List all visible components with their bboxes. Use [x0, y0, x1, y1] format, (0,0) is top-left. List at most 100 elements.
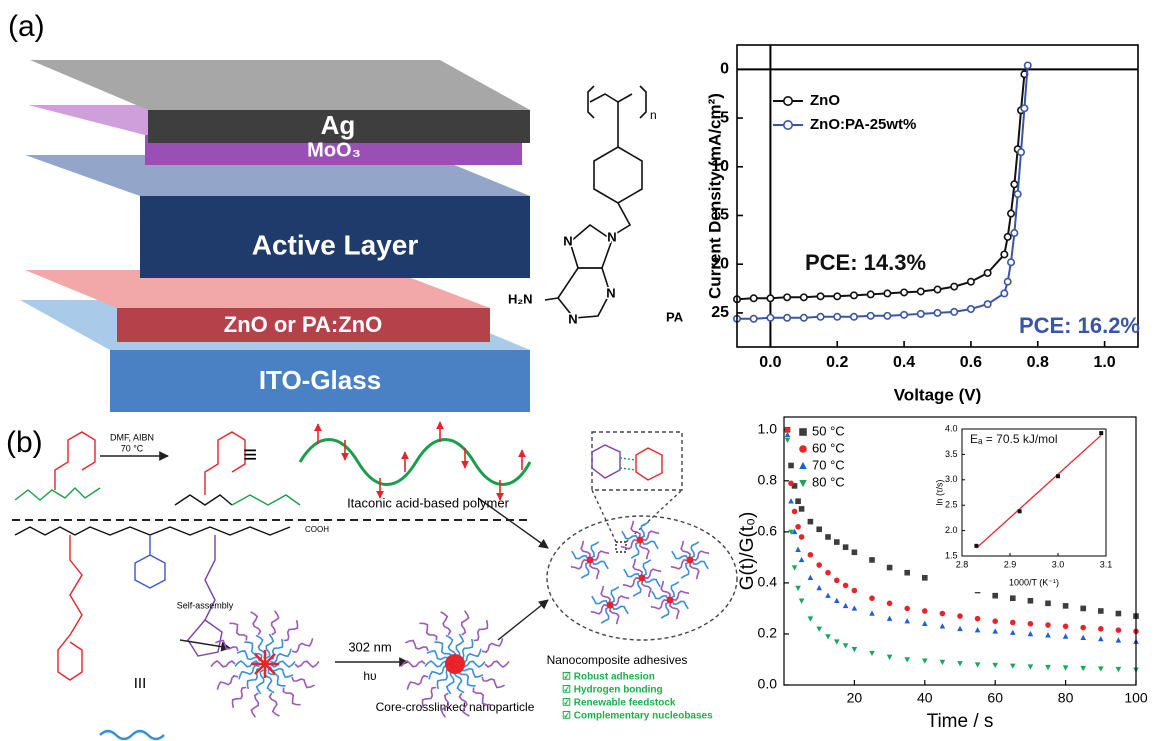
x-tick-label: 2.8	[956, 559, 969, 569]
x-tick-label: 3.1	[1100, 559, 1113, 569]
y-tick-label: 0.6	[758, 523, 778, 539]
data-marker	[842, 544, 849, 550]
arrow	[497, 599, 549, 641]
polymer-arm	[282, 687, 301, 706]
data-marker	[833, 292, 842, 301]
data-marker	[816, 526, 822, 533]
data-marker	[957, 661, 963, 667]
data-marker	[834, 639, 840, 645]
molecule-label: PA	[666, 309, 684, 324]
data-marker	[825, 592, 831, 598]
polymer-chain	[298, 438, 532, 486]
data-marker	[869, 610, 875, 616]
legend-label: ZnO:PA-25wt%	[810, 116, 916, 133]
network-core	[586, 556, 594, 564]
scheme-label: COOH	[305, 525, 329, 534]
data-marker	[950, 307, 959, 316]
data-marker	[922, 608, 928, 614]
polymer-arm	[600, 585, 612, 604]
x-tick-label: 0.0	[759, 354, 781, 371]
data-marker	[916, 287, 925, 296]
polymer-arm	[671, 550, 689, 560]
feature-label: ☑ Hydrogen bonding	[562, 685, 663, 696]
base-pair	[635, 447, 663, 481]
polymer-arm	[691, 550, 710, 562]
ag-front	[148, 110, 530, 143]
data-marker	[886, 654, 893, 661]
data-marker	[933, 308, 942, 317]
data-marker	[886, 615, 893, 621]
monomer	[14, 487, 101, 501]
data-marker	[784, 431, 791, 438]
base-pair	[591, 444, 621, 479]
polymer-arm	[268, 692, 280, 717]
data-marker	[904, 605, 910, 612]
polymer-arm	[270, 610, 280, 636]
polymer-arm	[453, 669, 465, 694]
polymer-arm	[460, 660, 486, 668]
data-marker	[795, 523, 801, 530]
polymer-arm	[660, 580, 672, 599]
data-marker	[1027, 620, 1034, 627]
polymer-arm	[668, 601, 680, 620]
polymer-arm	[590, 603, 609, 615]
polymer-arm	[265, 633, 275, 659]
polymer-arm	[458, 638, 474, 661]
data-marker	[1099, 431, 1104, 436]
y-tick-label: 0.4	[758, 574, 778, 590]
data-marker	[799, 293, 808, 302]
data-marker	[834, 577, 840, 584]
data-marker	[957, 625, 963, 632]
polymer-arm	[473, 620, 489, 642]
y-tick-label: 2.5	[945, 500, 958, 510]
data-marker	[791, 528, 798, 535]
ring	[593, 146, 643, 204]
polymer-arm	[216, 674, 239, 690]
legend-marker	[782, 120, 793, 131]
bond	[611, 202, 632, 237]
data-marker	[992, 628, 998, 634]
data-marker	[825, 534, 831, 540]
polymer-arm	[688, 561, 700, 580]
polymer-arm	[294, 660, 320, 668]
polymer-arm	[250, 611, 262, 636]
polymer-arm	[660, 601, 670, 619]
crosslinked-core	[251, 650, 279, 678]
data-marker	[1010, 629, 1016, 635]
data-marker	[1062, 603, 1069, 609]
data-marker	[1027, 630, 1034, 637]
polymer-arm	[238, 664, 260, 680]
ag-top	[30, 60, 530, 110]
data-marker	[922, 620, 928, 626]
polymer-arm	[255, 669, 265, 695]
polymer-arm	[671, 590, 690, 602]
molecule-label: H₂N	[508, 291, 533, 306]
data-marker	[816, 584, 822, 591]
data-marker	[788, 529, 794, 535]
data-marker	[950, 282, 959, 291]
y-tick-label: 10	[711, 158, 729, 175]
polymer-arm	[400, 660, 426, 668]
legend-label: 70 °C	[812, 457, 845, 472]
polymer-arm	[632, 558, 644, 577]
data-marker	[1017, 509, 1022, 514]
reagent-label: 70 °C	[121, 443, 144, 453]
polymer-arm	[608, 606, 620, 625]
legend-marker	[782, 96, 793, 107]
x-tick-label: 20	[847, 690, 863, 706]
data-marker	[1007, 258, 1016, 267]
polymer-arm	[640, 579, 652, 598]
polymer-arm	[640, 521, 650, 539]
x-tick-label: 60	[987, 690, 1003, 706]
polymer-arm	[246, 667, 262, 690]
polymer-arm	[424, 660, 450, 668]
legend-label: 80 °C	[812, 474, 845, 489]
data-marker	[807, 616, 814, 622]
data-marker	[1098, 626, 1104, 632]
polymer-arm	[268, 638, 284, 661]
scheme-label: hυ	[363, 669, 376, 683]
network-core	[686, 556, 694, 564]
polymer-arm	[457, 668, 476, 687]
data-marker	[783, 293, 792, 302]
data-marker	[851, 647, 858, 653]
